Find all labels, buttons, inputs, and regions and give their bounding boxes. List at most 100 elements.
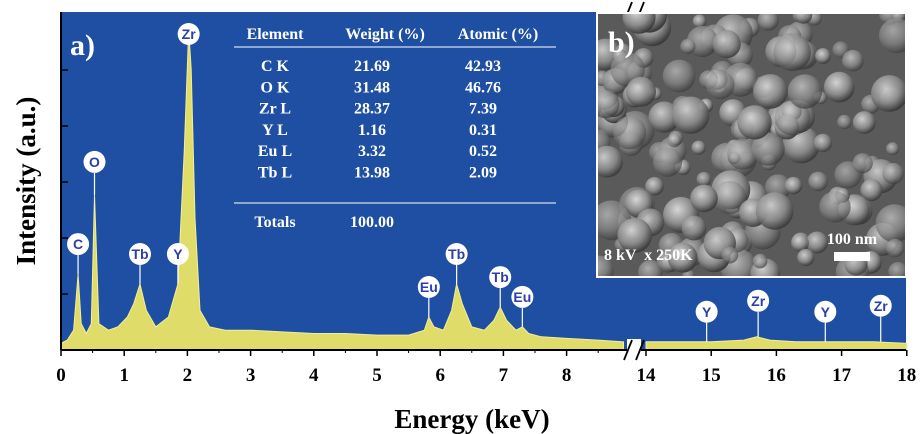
sem-particle	[752, 253, 768, 269]
sem-particle	[852, 153, 873, 174]
sem-particle	[712, 180, 747, 215]
table-totals-label: Totals	[254, 214, 295, 231]
peak-marker-eu: Eu	[511, 285, 534, 327]
scale-bar-label: 100 nm	[827, 231, 878, 248]
sem-particle	[645, 177, 664, 196]
table-cell: 3.32	[358, 143, 386, 160]
sem-particle	[638, 260, 663, 276]
x-axis-title: Energy (keV)	[394, 404, 549, 434]
peak-marker-zr: Zr	[747, 289, 770, 337]
table-cell: 0.31	[469, 122, 497, 139]
peak-label: Tb	[131, 246, 148, 262]
sem-particle	[794, 14, 813, 24]
peak-marker-circle	[747, 289, 770, 312]
peak-marker-circle	[129, 243, 151, 265]
table-cell: Zr L	[259, 101, 291, 118]
peak-marker-y: Y	[166, 243, 189, 284]
peak-label: Y	[173, 246, 183, 262]
peak-marker-y: Y	[814, 300, 837, 342]
peak-label: C	[73, 236, 83, 252]
sem-particle	[824, 71, 855, 103]
sem-particle	[691, 140, 706, 155]
sem-particle	[882, 162, 904, 185]
sem-particle	[662, 59, 696, 93]
sem-particles	[598, 14, 905, 276]
sem-particle	[815, 48, 831, 64]
sem-particle	[712, 29, 741, 59]
sem-particle	[773, 33, 811, 72]
sem-particle	[721, 246, 739, 264]
table-header-cell: Atomic (%)	[458, 26, 538, 43]
sem-particle	[667, 242, 698, 273]
sem-particle	[784, 176, 803, 195]
table-header-cell: Element	[247, 26, 305, 43]
peak-label: Y	[702, 304, 712, 320]
peak-label: Zr	[874, 298, 889, 314]
sem-particle	[667, 133, 681, 148]
sem-particle	[871, 75, 905, 112]
sem-particle	[598, 90, 620, 119]
table-cell: Y L	[262, 122, 288, 139]
table-cell: Eu L	[258, 143, 292, 160]
table-cell: 42.93	[465, 58, 501, 75]
sem-inset: b) 8 kV x 250K 100 nm	[596, 12, 907, 278]
sem-particle	[813, 133, 833, 153]
sem-particle	[797, 248, 815, 267]
peak-marker-circle	[417, 276, 440, 298]
sem-conditions-label: 8 kV x 250K	[604, 247, 693, 264]
sem-particle	[648, 101, 680, 133]
sem-particle	[613, 116, 647, 150]
peak-label: Tb	[492, 269, 509, 285]
peak-label: Eu	[513, 289, 531, 305]
sem-particle	[622, 14, 656, 34]
table-cell: Tb L	[258, 165, 292, 182]
peak-marker-circle	[67, 233, 90, 256]
x-tick-label: 2	[183, 365, 193, 386]
sem-particle	[727, 138, 759, 170]
x-tick-label: 0	[56, 365, 66, 386]
peak-marker-circle	[83, 150, 106, 173]
table-cell: 7.39	[469, 101, 497, 118]
x-tick-label: 5	[372, 365, 382, 386]
peak-marker-circle	[869, 294, 892, 317]
peak-marker-circle	[695, 300, 718, 323]
axis-break-mark	[623, 339, 645, 361]
axis-break-slash	[623, 339, 633, 361]
peak-marker-circle	[166, 243, 189, 265]
scale-bar	[834, 252, 870, 261]
peak-label: O	[89, 154, 100, 170]
table-cell: 28.37	[354, 101, 390, 118]
sem-particle	[598, 255, 614, 276]
sem-particle	[837, 114, 852, 130]
sem-particle	[878, 18, 905, 54]
axis-break-gap	[627, 339, 641, 361]
x-tick-label: 3	[246, 365, 256, 386]
sem-particle	[886, 142, 900, 156]
x-tick-label: 18	[897, 365, 916, 386]
sem-particle	[617, 218, 652, 253]
x-tick-label: 16	[767, 365, 786, 386]
peak-marker-circle	[489, 266, 512, 289]
sem-particle	[696, 171, 712, 187]
sem-particle	[875, 204, 905, 243]
x-tick-label: 4	[309, 365, 319, 386]
sem-particle	[692, 14, 707, 28]
spectrum-series-2	[645, 336, 908, 351]
peak-label: Zr	[751, 293, 766, 309]
table-cell: 2.09	[469, 165, 497, 182]
sem-particle	[852, 111, 876, 134]
x-tick-label: 6	[435, 365, 445, 386]
sem-particle	[626, 76, 656, 107]
sem-particle	[653, 147, 683, 177]
table-cell: 0.52	[469, 143, 497, 160]
sem-particle	[598, 145, 623, 178]
sem-particle	[806, 231, 828, 254]
table-totals-value: 100.00	[350, 214, 394, 231]
table-cell: C K	[261, 58, 290, 75]
sem-particle	[842, 49, 864, 72]
peak-marker-circle	[814, 300, 837, 323]
x-tick-label: 8	[562, 365, 572, 386]
table-cell: 1.16	[358, 122, 386, 139]
